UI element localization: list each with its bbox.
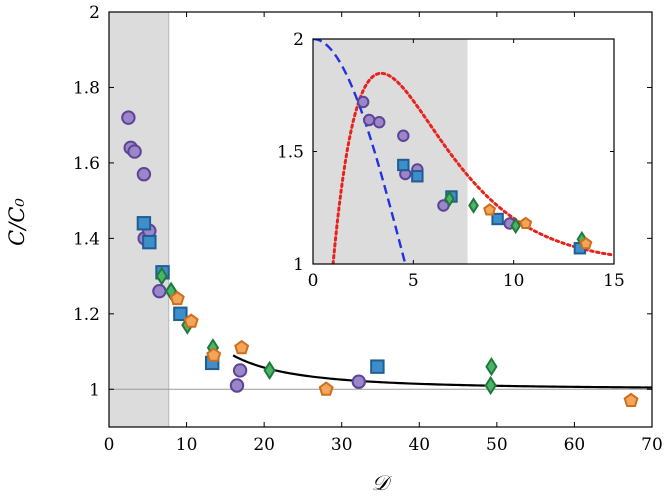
- series-pentagons: [169, 290, 639, 408]
- data-point-circle: [229, 378, 245, 393]
- inset-x-tick-label: 5: [408, 271, 419, 291]
- inset-curves: [313, 39, 614, 264]
- x-tick-label: 70: [641, 435, 663, 455]
- inset-data-point-square: [491, 212, 504, 226]
- data-point-square: [142, 234, 157, 250]
- inset-x-tick-label: 0: [308, 271, 319, 291]
- inset-data-point-diamond: [444, 190, 455, 208]
- inset-data-point-diamond: [510, 217, 522, 235]
- red-dotted-curve: [331, 71, 614, 264]
- x-tick-label: 20: [253, 435, 275, 455]
- series-circles: [121, 110, 366, 393]
- inset-data-point-circle: [397, 129, 410, 142]
- inset-data-point-pentagon: [519, 216, 533, 230]
- data-point-square: [173, 306, 188, 322]
- data-point-square: [136, 216, 152, 231]
- data-point-circle: [152, 283, 167, 299]
- x-tick-label: 60: [564, 435, 586, 455]
- data-point-circle: [127, 144, 142, 159]
- data-point-diamond: [263, 360, 276, 381]
- data-point-pentagon: [206, 347, 222, 362]
- data-point-pentagon: [623, 392, 639, 408]
- inset-data-point-square: [397, 158, 410, 172]
- inset-data-point-square: [411, 170, 424, 183]
- x-tick-label: 0: [104, 435, 115, 455]
- inset-x-tick-label: 10: [503, 271, 525, 291]
- y-tick-label: 1.4: [73, 229, 100, 249]
- inset-series-pentagons: [483, 203, 593, 250]
- inset-data-point-pentagon: [483, 203, 497, 216]
- x-tick-label: 40: [408, 435, 430, 455]
- inset-series-circles: [356, 95, 516, 230]
- inset-data-point-diamond: [468, 197, 479, 214]
- data-point-pentagon: [234, 339, 250, 355]
- y-tick-label: 1.8: [73, 78, 100, 98]
- blue-dashed-curve: [313, 39, 407, 264]
- inset-plot: 0 5 10 15 1 1.5 2: [277, 30, 625, 291]
- inset-y-tick-label: 1.5: [277, 143, 304, 163]
- main-frame: [108, 11, 653, 428]
- series-diamonds: [155, 266, 498, 396]
- y-axis-label: C/C₀: [5, 198, 29, 246]
- data-point-diamond: [485, 357, 498, 377]
- data-point-pentagon: [169, 290, 185, 306]
- data-point-diamond: [155, 266, 168, 286]
- inset-x-tick-label: 15: [603, 271, 625, 291]
- x-axis-label: 𝒟: [372, 471, 393, 495]
- y-tick-label: 1: [89, 380, 100, 400]
- data-point-pentagon: [318, 381, 334, 396]
- inset-data-point-circle: [362, 113, 376, 127]
- y-tick-label: 1.6: [73, 154, 100, 174]
- fit-curve: [232, 354, 653, 389]
- data-point-diamond: [484, 375, 497, 396]
- x-tick-label: 10: [176, 435, 198, 455]
- data-point-circle: [136, 167, 152, 182]
- y-tick-label: 2: [89, 3, 100, 23]
- data-point-circle: [232, 363, 248, 378]
- y-tick-label: 1.2: [73, 305, 100, 325]
- inset-data-point-circle: [356, 95, 370, 109]
- data-point-circle: [351, 374, 366, 389]
- data-point-pentagon: [183, 313, 199, 328]
- inset-y-tick-label: 1: [293, 255, 304, 275]
- data-point-square: [370, 359, 385, 374]
- inset-y-tick-label: 2: [293, 30, 304, 50]
- x-tick-label: 50: [486, 435, 508, 455]
- inset-data-point-pentagon: [579, 236, 593, 250]
- data-point-circle: [121, 110, 136, 125]
- inset-data-point-circle: [373, 116, 386, 129]
- x-tick-label: 30: [331, 435, 353, 455]
